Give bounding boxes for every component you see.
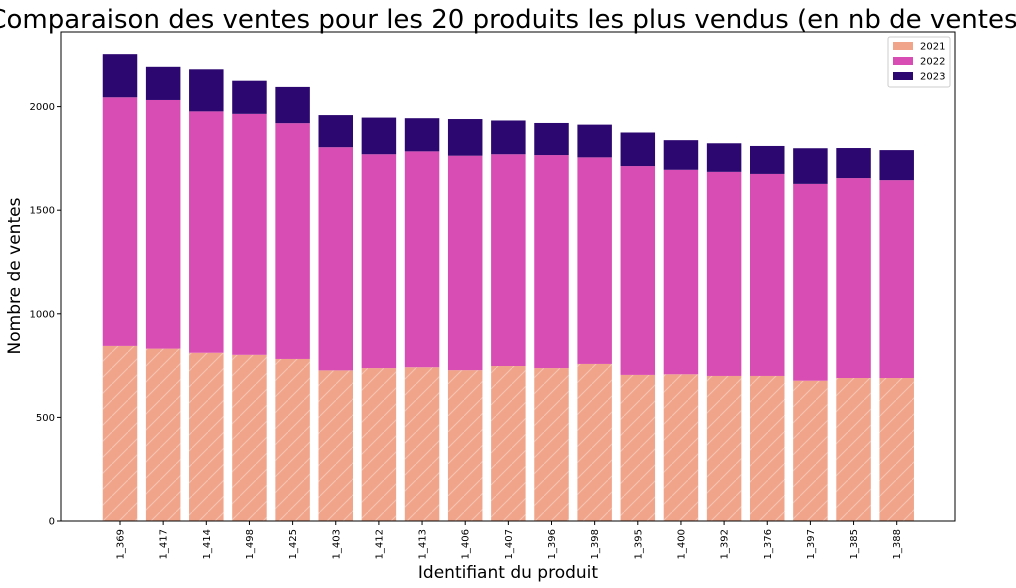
x-tick-label: 1_392 — [720, 529, 731, 559]
bar-hatch-2021-1_403 — [318, 370, 353, 521]
bar-hatch-2021-1_398 — [577, 363, 612, 521]
bar-2022-1_417 — [145, 99, 181, 349]
bar-2022-1_398 — [577, 157, 612, 364]
legend-label-2022: 2022 — [920, 57, 945, 68]
bar-2023-1_376 — [750, 145, 785, 174]
bar-hatch-2021-1_385 — [836, 378, 871, 521]
x-tick-label: 1_396 — [547, 529, 558, 559]
bar-2023-1_498 — [232, 80, 267, 114]
bar-hatch-2021-1_407 — [491, 366, 526, 521]
legend: 2021 2022 2023 — [887, 36, 951, 88]
bar-2023-1_400 — [663, 140, 699, 170]
x-tick-label: 1_403 — [331, 529, 342, 559]
bar-2022-1_412 — [361, 154, 397, 369]
bar-hatch-2021-1_376 — [750, 375, 785, 521]
bar-2022-1_403 — [318, 147, 353, 371]
bar-2023-1_412 — [361, 117, 397, 155]
bar-2022-1_498 — [232, 113, 267, 355]
bar-2023-1_398 — [577, 124, 612, 158]
legend-label-2023: 2023 — [920, 72, 945, 83]
bar-2023-1_385 — [836, 148, 871, 179]
x-tick-label: 1_412 — [374, 529, 385, 559]
x-tick-label: 1_498 — [245, 529, 256, 559]
y-tick-label: 2000 — [30, 102, 55, 113]
bar-hatch-2021-1_388 — [879, 378, 914, 521]
bar-2022-1_414 — [189, 111, 224, 353]
y-tick-label: 1000 — [30, 309, 55, 320]
bar-hatch-2021-1_369 — [102, 345, 138, 521]
x-tick-label: 1_406 — [461, 529, 472, 559]
bar-2022-1_385 — [836, 178, 871, 379]
legend-label-2021: 2021 — [920, 42, 945, 53]
bar-2023-1_413 — [404, 118, 440, 152]
bar-2023-1_407 — [491, 120, 526, 155]
bar-2022-1_406 — [447, 155, 483, 371]
y-tick-label: 1500 — [30, 206, 55, 217]
bar-2022-1_413 — [404, 151, 440, 368]
bar-2023-1_396 — [534, 122, 569, 156]
x-tick-label: 1_397 — [806, 529, 817, 559]
bar-2022-1_388 — [879, 180, 914, 379]
bar-hatch-2021-1_414 — [189, 352, 224, 521]
bar-2023-1_397 — [793, 148, 828, 184]
x-tick-label: 1_395 — [633, 529, 644, 559]
x-tick-label: 1_425 — [288, 529, 299, 559]
bar-2023-1_417 — [145, 66, 181, 100]
bar-2022-1_395 — [620, 166, 656, 375]
bar-hatch-2021-1_392 — [706, 375, 742, 521]
bar-2023-1_388 — [879, 150, 914, 181]
x-tick-label: 1_388 — [892, 529, 903, 559]
bar-hatch-2021-1_400 — [663, 374, 699, 521]
x-tick-label: 1_400 — [676, 529, 687, 559]
x-tick-label: 1_414 — [202, 529, 213, 559]
bar-hatch-2021-1_417 — [145, 348, 181, 521]
bar-2022-1_400 — [663, 169, 699, 375]
x-tick-label: 1_398 — [590, 529, 601, 559]
bar-2022-1_407 — [491, 154, 526, 367]
x-axis-label: Identifiant du produit — [418, 563, 598, 583]
bar-hatch-2021-1_397 — [793, 380, 828, 521]
bar-hatch-2021-1_395 — [620, 374, 656, 521]
bar-hatch-2021-1_413 — [404, 367, 440, 521]
bar-2022-1_376 — [750, 173, 785, 376]
legend-swatch-2023 — [893, 72, 913, 80]
chart-title: Comparaison des ventes pour les 20 produ… — [0, 5, 1016, 35]
x-tick-label: 1_376 — [763, 529, 774, 559]
x-tick-label: 1_385 — [849, 529, 860, 559]
bar-2023-1_414 — [189, 69, 224, 112]
bar-2023-1_425 — [275, 86, 310, 124]
bar-2023-1_406 — [447, 119, 483, 156]
bar-hatch-2021-1_406 — [447, 370, 483, 521]
bar-2022-1_396 — [534, 155, 569, 369]
bar-2023-1_403 — [318, 115, 353, 148]
y-axis-label: Nombre de ventes — [5, 197, 25, 354]
legend-swatch-2022 — [893, 57, 913, 65]
y-tick-label: 0 — [49, 517, 55, 528]
bar-2022-1_425 — [275, 123, 310, 359]
bar-hatch-2021-1_396 — [534, 368, 569, 521]
bar-2023-1_369 — [102, 54, 138, 98]
bar-hatch-2021-1_425 — [275, 358, 310, 521]
bar-hatch-2021-1_498 — [232, 354, 267, 521]
legend-swatch-2021 — [893, 42, 913, 50]
x-tick-label: 1_417 — [159, 529, 170, 559]
x-tick-label: 1_407 — [504, 529, 515, 559]
bar-2022-1_397 — [793, 183, 828, 381]
x-tick-label: 1_369 — [116, 529, 127, 559]
y-tick-label: 500 — [36, 413, 55, 424]
bars-layer — [102, 54, 914, 521]
bar-2023-1_395 — [620, 132, 656, 167]
bar-2023-1_392 — [706, 143, 742, 172]
bar-2022-1_369 — [102, 97, 138, 346]
x-axis: 1_369 1_417 1_414 1_498 1_425 1_403 1_412 1_413… — [116, 521, 903, 559]
bar-hatch-2021-1_412 — [361, 368, 397, 521]
bar-2022-1_392 — [706, 171, 742, 376]
y-axis: 0 500 1000 1500 2000 — [30, 102, 61, 528]
x-tick-label: 1_413 — [418, 529, 429, 559]
